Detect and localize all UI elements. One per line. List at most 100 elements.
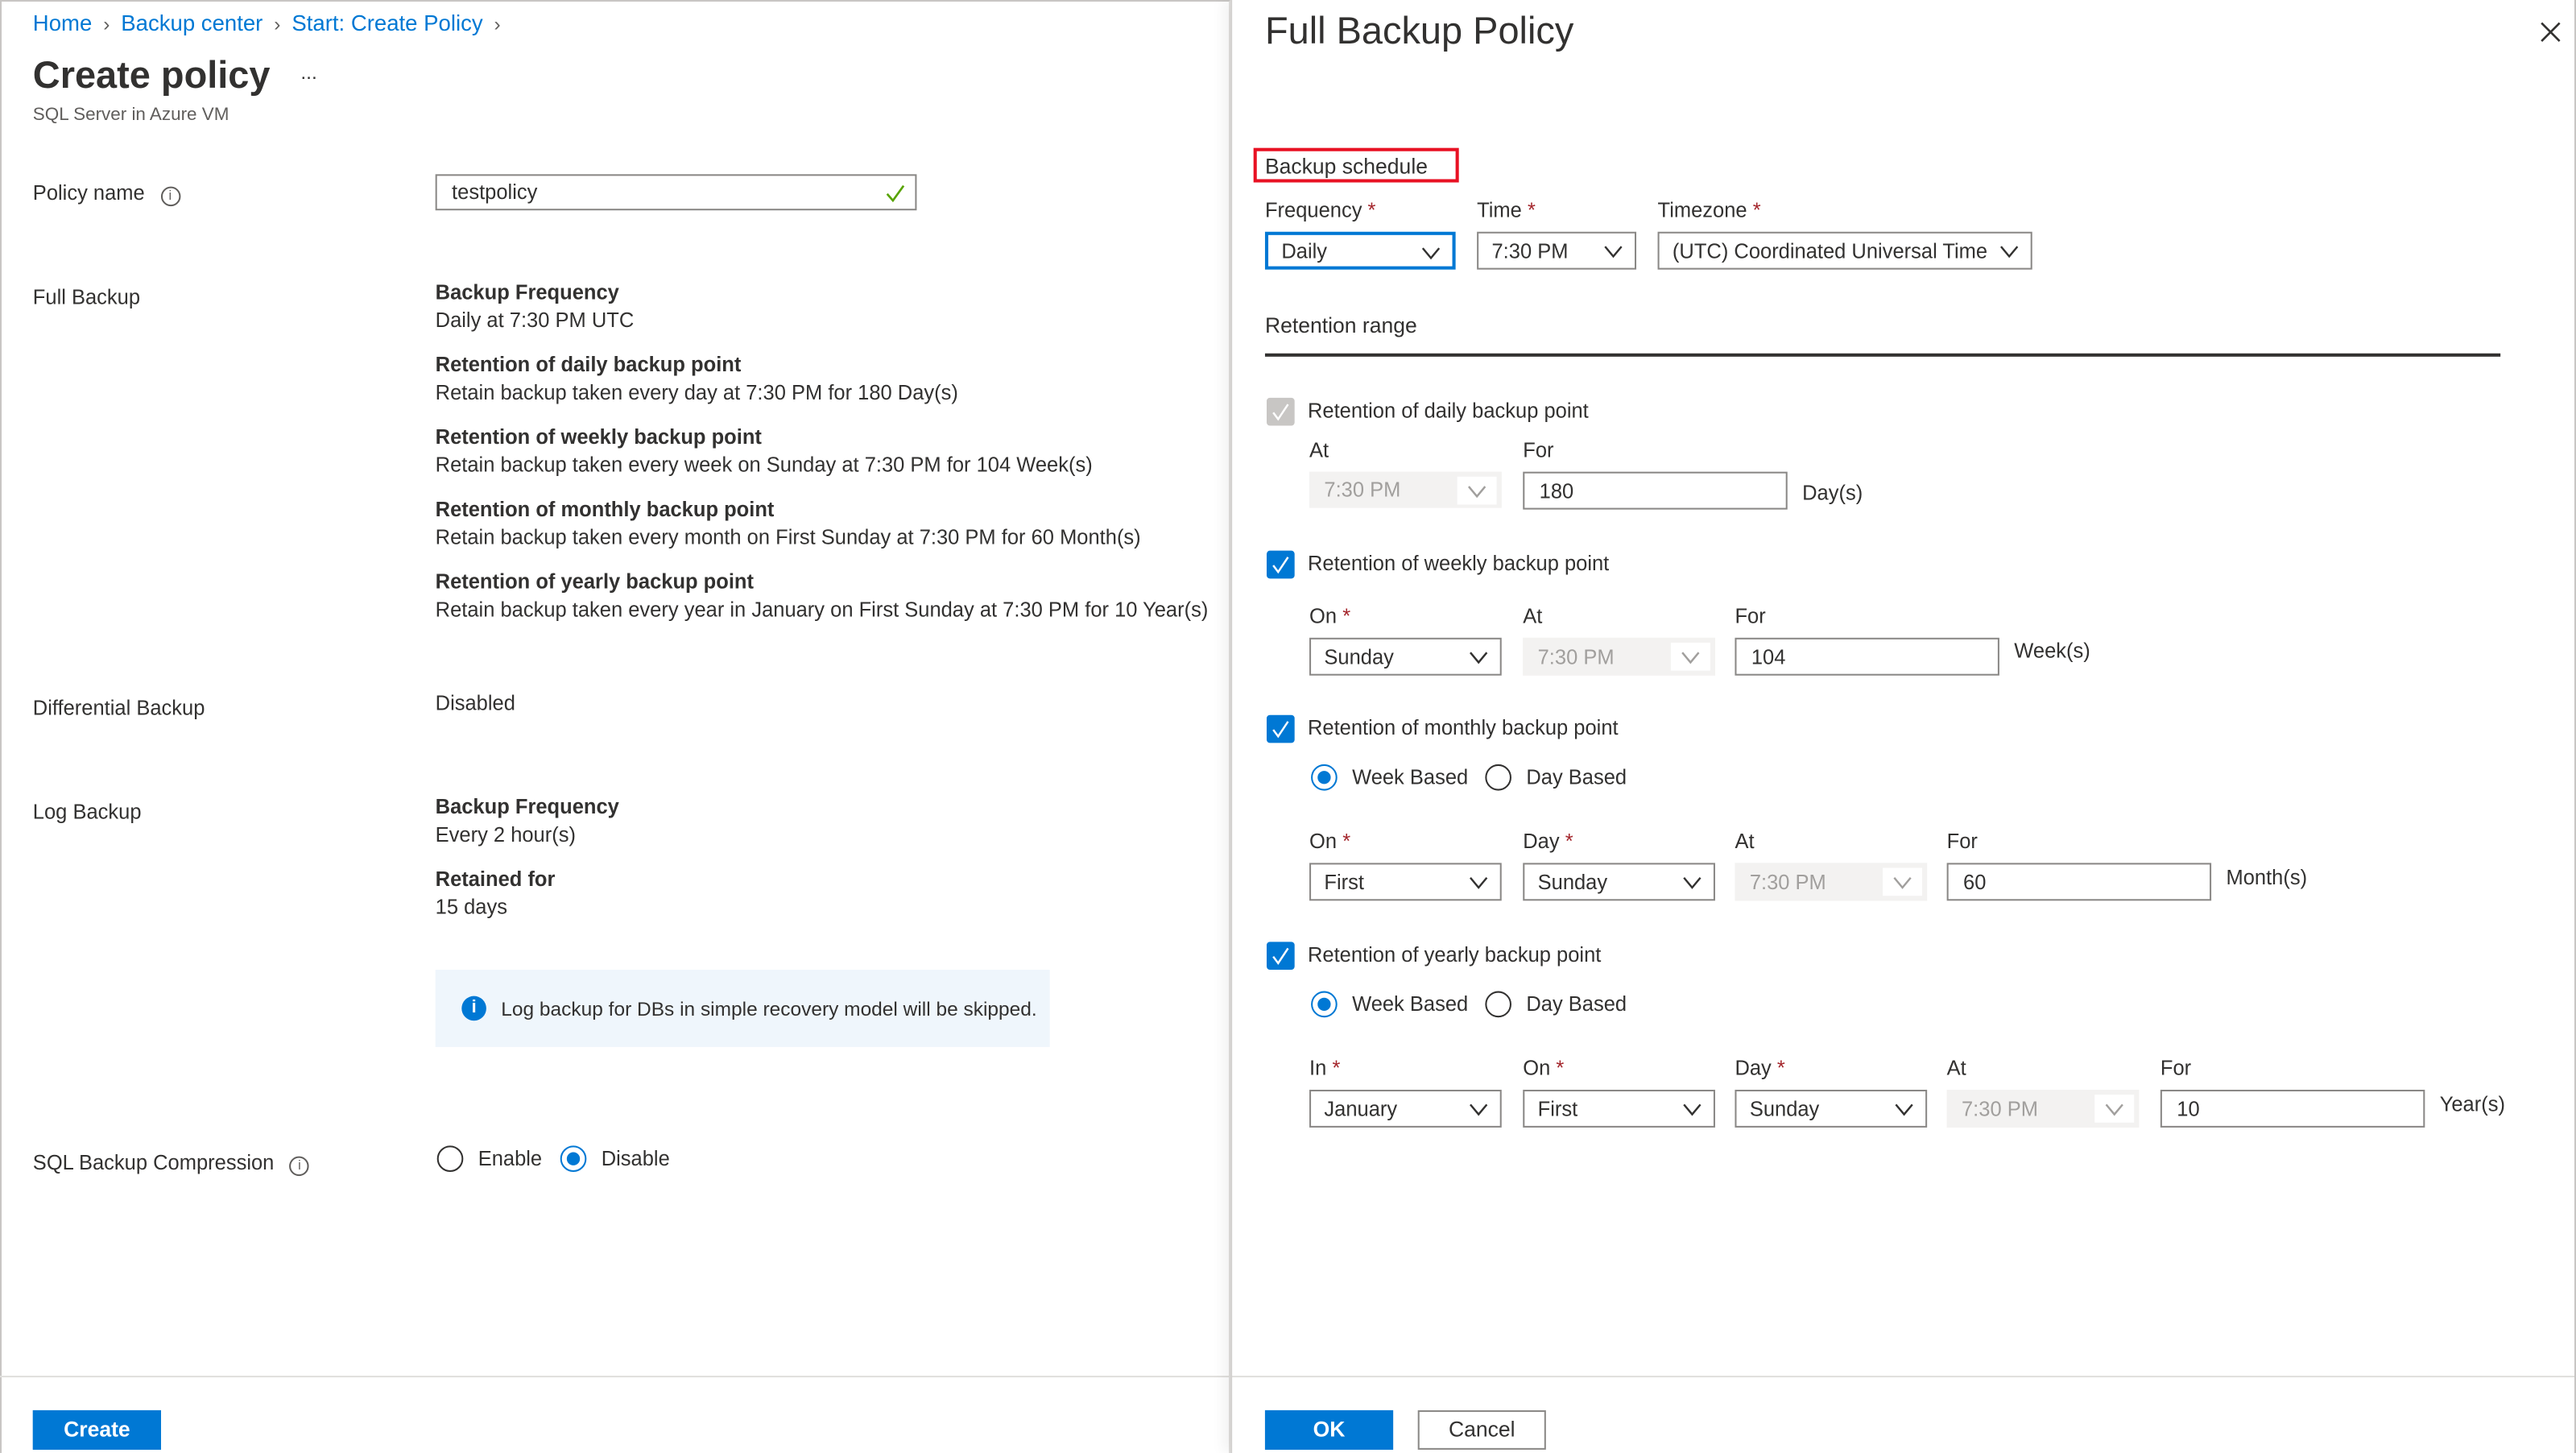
time-dropdown[interactable]: 7:30 PM <box>1477 231 1637 270</box>
full-backup-label: Full Backup <box>32 286 141 309</box>
compression-enable-label[interactable]: Enable <box>478 1147 543 1170</box>
highlight-box <box>1253 147 1459 183</box>
daily-for-input[interactable]: 180 <box>1523 471 1788 510</box>
required-mark: * <box>1752 198 1761 222</box>
monthly-day-based-label[interactable]: Day Based <box>1526 765 1627 789</box>
yearly-day-label: Day * <box>1735 1057 1784 1080</box>
chevron-box <box>1457 476 1497 505</box>
cancel-button[interactable]: Cancel <box>1417 1410 1546 1450</box>
retention-divider <box>1264 353 2501 357</box>
frequency-label: Frequency * <box>1265 199 1376 222</box>
compression-disable-radio[interactable] <box>560 1145 587 1173</box>
ok-button[interactable]: OK <box>1264 1410 1394 1450</box>
monthly-for-input[interactable]: 60 <box>1946 863 2212 901</box>
chevron-down-icon <box>1683 876 1701 889</box>
yearly-week-based-label[interactable]: Week Based <box>1352 992 1469 1016</box>
timezone-dropdown[interactable]: (UTC) Coordinated Universal Time <box>1657 231 2032 270</box>
info-icon[interactable]: i <box>289 1156 310 1177</box>
monthly-week-based-radio[interactable] <box>1311 764 1338 791</box>
monthly-day-value: Sunday <box>1537 870 1608 894</box>
weekly-for-input[interactable]: 104 <box>1735 637 1999 676</box>
monthly-at-dropdown: 7:30 PM <box>1735 863 1928 901</box>
info-icon[interactable]: i <box>160 186 180 207</box>
policy-name-input[interactable]: testpolicy <box>435 174 917 211</box>
weekly-at-label: At <box>1523 604 1543 628</box>
monthly-at-label: At <box>1735 830 1755 854</box>
summary-text: Retain backup taken every year in Januar… <box>435 598 1209 622</box>
yearly-retention-checkbox[interactable] <box>1266 942 1295 971</box>
weekly-on-label: On * <box>1309 605 1350 628</box>
yearly-day-based-radio[interactable] <box>1485 991 1511 1018</box>
monthly-retention-checkbox[interactable] <box>1266 714 1295 743</box>
yearly-in-label: In * <box>1309 1057 1340 1080</box>
timezone-value: (UTC) Coordinated Universal Time <box>1672 238 1988 263</box>
frequency-dropdown[interactable]: Daily <box>1264 231 1456 270</box>
policy-name-label: Policy name i <box>33 181 180 207</box>
daily-retention-checkbox[interactable] <box>1266 397 1295 426</box>
required-mark: * <box>1367 198 1376 222</box>
yearly-day-based-label[interactable]: Day Based <box>1526 992 1627 1016</box>
time-value: 7:30 PM <box>1491 238 1569 263</box>
checkmark-icon <box>886 184 905 203</box>
frequency-value: Daily <box>1281 238 1328 263</box>
log-backup-label: Log Backup <box>32 800 142 824</box>
monthly-on-dropdown[interactable]: First <box>1309 863 1502 901</box>
daily-retention-label: Retention of daily backup point <box>1307 399 1589 423</box>
monthly-day-based-radio[interactable] <box>1485 764 1511 791</box>
breadcrumb-backup-center[interactable]: Backup center <box>121 10 263 35</box>
yearly-on-value: First <box>1537 1097 1578 1120</box>
compression-disable-label[interactable]: Disable <box>601 1147 670 1170</box>
yearly-in-label-text: In <box>1309 1057 1327 1080</box>
yearly-at-label: At <box>1946 1057 1966 1080</box>
chevron-down-icon <box>1683 1103 1701 1116</box>
summary-text: Daily at 7:30 PM UTC <box>435 308 635 333</box>
yearly-day-dropdown[interactable]: Sunday <box>1735 1089 1928 1128</box>
retention-range-heading: Retention range <box>1264 313 1417 338</box>
monthly-week-based-label[interactable]: Week Based <box>1352 765 1469 789</box>
weekly-on-value: Sunday <box>1324 644 1394 669</box>
yearly-on-dropdown[interactable]: First <box>1523 1089 1715 1128</box>
yearly-for-value: 10 <box>2177 1097 2200 1120</box>
summary-text: 15 days <box>435 896 507 919</box>
weekly-unit: Week(s) <box>2014 639 2090 663</box>
monthly-on-label-text: On <box>1309 830 1338 854</box>
weekly-on-dropdown[interactable]: Sunday <box>1309 637 1502 676</box>
monthly-retention-label: Retention of monthly backup point <box>1307 716 1619 740</box>
yearly-unit: Year(s) <box>2439 1093 2505 1116</box>
chevron-down-icon <box>1467 486 1486 499</box>
breadcrumb-start-create-policy[interactable]: Start: Create Policy <box>292 10 483 35</box>
summary-heading: Retention of daily backup point <box>435 353 742 377</box>
yearly-at-dropdown: 7:30 PM <box>1946 1089 2140 1128</box>
weekly-retention-checkbox[interactable] <box>1266 550 1295 579</box>
create-button[interactable]: Create <box>32 1410 161 1450</box>
monthly-for-label: For <box>1946 830 1978 854</box>
log-backup-summary: Backup Frequency Every 2 hour(s) Retaine… <box>436 794 619 922</box>
policy-name-value: testpolicy <box>452 180 538 205</box>
chevron-down-icon <box>1895 1103 1913 1116</box>
checkmark-icon <box>1272 947 1289 965</box>
more-options-button[interactable]: ... <box>300 60 317 85</box>
full-backup-summary: Backup Frequency Daily at 7:30 PM UTC Re… <box>436 279 1209 625</box>
yearly-in-dropdown[interactable]: January <box>1309 1089 1502 1128</box>
monthly-on-value: First <box>1324 870 1365 894</box>
chevron-down-icon <box>1470 876 1488 889</box>
chevron-box <box>2094 1095 2135 1123</box>
weekly-retention-label: Retention of weekly backup point <box>1307 552 1610 576</box>
yearly-for-input[interactable]: 10 <box>2160 1089 2425 1128</box>
chevron-down-icon <box>2000 246 2019 259</box>
daily-for-label: For <box>1523 438 1554 462</box>
info-banner-text: Log backup for DBs in simple recovery mo… <box>501 996 1037 1020</box>
close-icon[interactable] <box>2540 22 2562 43</box>
checkmark-icon <box>1272 557 1289 574</box>
yearly-on-label: On * <box>1523 1057 1564 1080</box>
chevron-box <box>1670 642 1710 671</box>
monthly-day-dropdown[interactable]: Sunday <box>1523 863 1715 901</box>
yearly-at-value: 7:30 PM <box>1961 1097 2038 1120</box>
yearly-week-based-radio[interactable] <box>1311 991 1338 1018</box>
chevron-down-icon <box>1893 876 1912 889</box>
breadcrumb-home[interactable]: Home <box>32 10 93 35</box>
summary-text: Retain backup taken every day at 7:30 PM… <box>435 381 958 405</box>
daily-for-value: 180 <box>1539 478 1574 503</box>
page-title: Create policy <box>32 53 271 97</box>
compression-enable-radio[interactable] <box>436 1145 464 1173</box>
